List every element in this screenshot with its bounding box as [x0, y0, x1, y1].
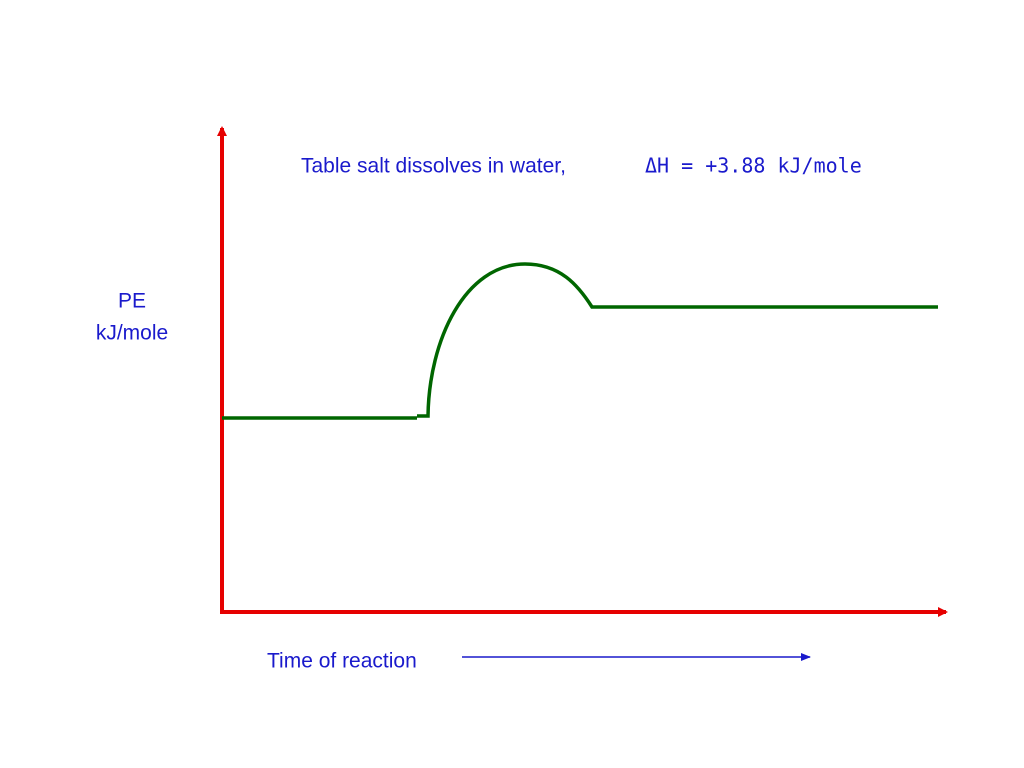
y-axis-label: PE: [118, 290, 146, 313]
x-axis-label: Time of reaction: [267, 650, 417, 673]
y-axis-unit: kJ/mole: [96, 322, 168, 345]
enthalpy-equation: ΔH = +3.88 kJ/mole: [645, 154, 862, 178]
title: Table salt dissolves in water,: [301, 155, 566, 178]
energy-curve: [222, 262, 938, 420]
